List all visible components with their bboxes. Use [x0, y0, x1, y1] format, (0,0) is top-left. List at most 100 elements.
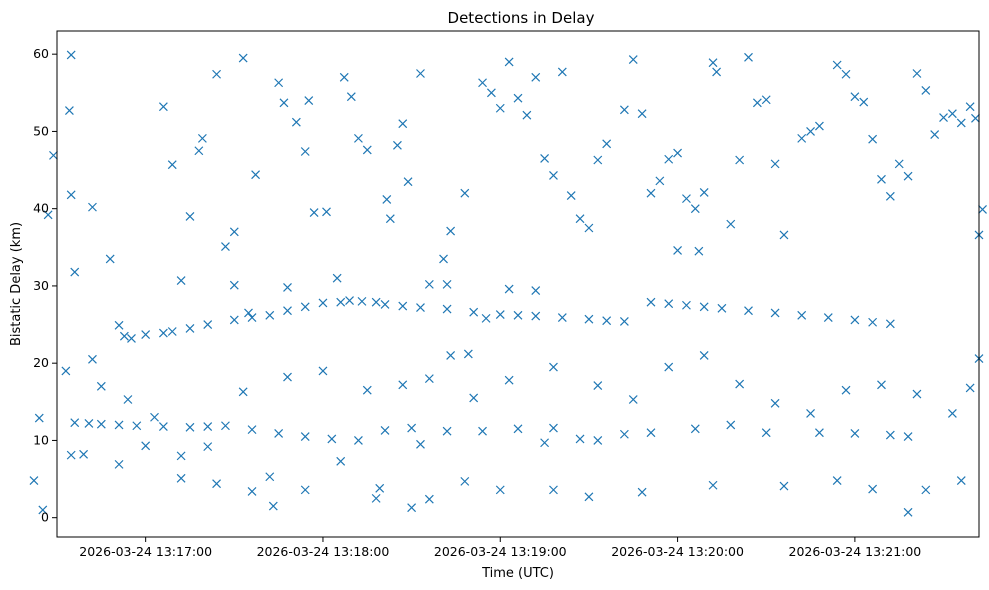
data-point-marker — [185, 323, 195, 333]
data-point-marker — [357, 296, 367, 306]
data-point-marker — [744, 306, 753, 316]
y-tick-label: 60 — [33, 46, 49, 61]
data-point-marker — [469, 307, 479, 317]
data-point-marker — [38, 505, 48, 515]
y-tick-label: 10 — [33, 432, 49, 447]
data-point-marker — [735, 155, 745, 165]
data-point-marker — [283, 372, 292, 382]
data-point-marker — [513, 424, 523, 434]
data-point-marker — [416, 439, 425, 449]
data-point-marker — [469, 393, 479, 403]
data-point-marker — [439, 254, 448, 264]
data-point-marker — [300, 302, 310, 312]
data-point-marker — [29, 476, 39, 486]
data-point-marker — [339, 72, 349, 82]
data-point-marker — [353, 133, 363, 143]
data-point-marker — [513, 93, 523, 103]
data-point-marker — [309, 208, 319, 217]
data-point-marker — [442, 426, 452, 436]
data-point-marker — [463, 349, 473, 359]
x-axis-label: Time (UTC) — [481, 566, 554, 581]
data-point-marker — [442, 279, 452, 289]
data-point-marker — [495, 103, 505, 113]
data-point-marker — [859, 97, 869, 107]
y-tick-label: 40 — [33, 201, 49, 216]
data-point-marker — [279, 98, 289, 108]
data-point-marker — [247, 313, 257, 323]
data-point-marker — [300, 485, 310, 495]
data-point-marker — [212, 69, 222, 79]
data-point-marker — [362, 145, 372, 155]
data-point-marker — [398, 380, 408, 390]
data-point-marker — [726, 219, 736, 229]
data-point-marker — [346, 92, 356, 102]
data-point-marker — [513, 310, 523, 320]
data-point-marker — [265, 472, 275, 482]
data-point-marker — [407, 423, 417, 433]
data-point-marker — [424, 279, 434, 289]
y-axis: 0 10 20 30 40 50 60 — [33, 46, 57, 525]
x-tick-label: 2026-03-24 13:19:00 — [434, 544, 567, 559]
y-tick-label: 50 — [33, 123, 49, 138]
data-point-marker — [673, 148, 683, 158]
data-point-marker — [486, 88, 496, 98]
data-point-marker — [167, 327, 177, 336]
data-point-marker — [712, 67, 722, 77]
data-point-marker — [481, 313, 491, 323]
data-point-marker — [575, 214, 585, 224]
data-point-marker — [158, 422, 168, 431]
data-point-marker — [717, 303, 727, 313]
data-point-marker — [176, 473, 186, 483]
data-point-marker — [185, 211, 195, 221]
data-point-marker — [114, 420, 124, 430]
data-point-marker — [531, 72, 541, 82]
data-point-marker — [877, 380, 886, 390]
data-point-marker — [779, 230, 789, 240]
data-point-marker — [119, 331, 129, 341]
data-point-marker — [79, 449, 89, 459]
data-point-marker — [504, 57, 514, 67]
data-point-marker — [903, 432, 913, 441]
data-point-marker — [478, 78, 487, 88]
data-point-marker — [726, 420, 736, 430]
data-point-marker — [221, 242, 230, 251]
data-point-marker — [49, 150, 58, 160]
data-point-marker — [84, 419, 94, 428]
data-point-marker — [66, 450, 76, 460]
data-point-marker — [549, 362, 558, 372]
data-point-marker — [531, 311, 541, 321]
data-point-marker — [832, 476, 842, 486]
data-point-marker — [832, 60, 842, 70]
data-point-marker — [566, 191, 576, 200]
data-point-marker — [770, 398, 780, 408]
data-point-marker — [382, 194, 392, 204]
data-point-marker — [584, 314, 594, 324]
data-point-marker — [114, 459, 124, 469]
data-point-marker — [593, 155, 603, 165]
data-point-marker — [141, 441, 151, 451]
data-point-marker — [619, 429, 629, 439]
data-point-marker — [708, 58, 718, 68]
data-point-marker — [779, 481, 789, 491]
data-point-marker — [442, 304, 452, 314]
data-point-marker — [752, 98, 762, 108]
data-point-marker — [127, 334, 136, 343]
data-point-marker — [167, 160, 177, 170]
data-point-marker — [965, 102, 975, 112]
data-point-marker — [885, 319, 895, 329]
data-point-marker — [682, 194, 691, 204]
data-point-marker — [841, 69, 851, 79]
data-point-marker — [593, 381, 603, 391]
x-tick-label: 2026-03-24 13:17:00 — [79, 544, 212, 559]
data-point-marker — [868, 134, 878, 144]
data-point-marker — [694, 246, 704, 256]
data-point-marker — [398, 301, 408, 311]
data-point-marker — [385, 214, 395, 224]
data-point-marker — [478, 426, 487, 436]
data-point-marker — [806, 408, 815, 418]
data-point-marker — [531, 286, 541, 295]
data-point-marker — [593, 436, 603, 445]
data-point-marker — [403, 177, 413, 187]
data-point-marker — [602, 316, 612, 326]
